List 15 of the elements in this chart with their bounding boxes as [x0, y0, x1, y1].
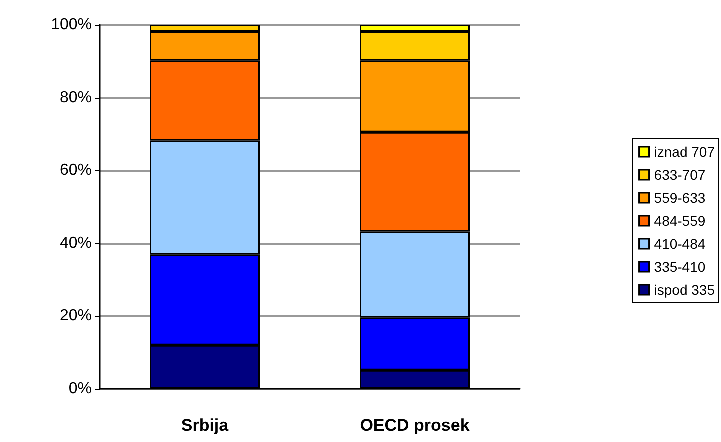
legend-label: 484-559 [654, 213, 706, 229]
y-tick-label: 40% [60, 234, 92, 252]
legend-label: 633-707 [654, 167, 706, 183]
legend-label: iznad 707 [654, 144, 716, 160]
legend-label: ispod 335 [654, 282, 716, 298]
x-tick-label: OECD prosek [360, 416, 470, 435]
y-tick-label: 80% [60, 89, 92, 106]
legend-label: 410-484 [654, 236, 706, 252]
y-tick-label: 0% [68, 380, 92, 398]
legend-label: 559-633 [654, 190, 706, 206]
legend-label: 335-410 [654, 259, 706, 275]
x-tick-label: Srbija [181, 416, 230, 435]
y-tick-label: 20% [60, 308, 92, 325]
y-tick-label: 100% [51, 16, 92, 34]
y-tick-label: 60% [60, 162, 92, 180]
